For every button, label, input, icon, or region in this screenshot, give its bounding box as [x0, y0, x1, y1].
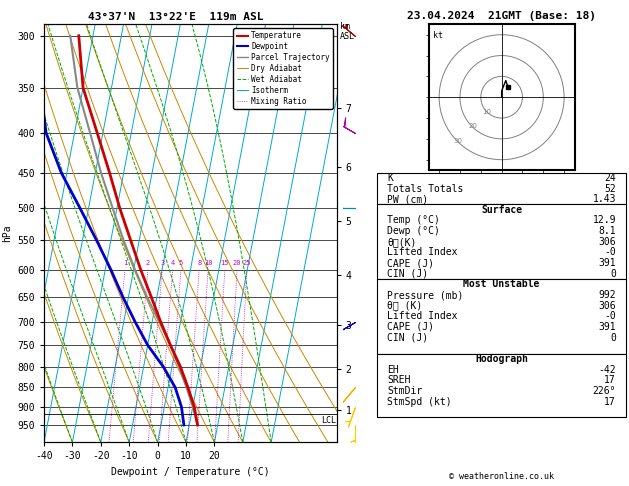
Y-axis label: hPa: hPa [2, 225, 12, 242]
Legend: Temperature, Dewpoint, Parcel Trajectory, Dry Adiabat, Wet Adiabat, Isotherm, Mi: Temperature, Dewpoint, Parcel Trajectory… [233, 28, 333, 109]
Text: 4: 4 [170, 260, 175, 266]
Text: 391: 391 [598, 258, 616, 268]
Text: 24: 24 [604, 173, 616, 183]
Text: 17: 17 [604, 375, 616, 385]
Text: 0: 0 [610, 332, 616, 343]
Text: StmSpd (kt): StmSpd (kt) [387, 397, 452, 406]
Text: © weatheronline.co.uk: © weatheronline.co.uk [449, 472, 554, 481]
Text: km
ASL: km ASL [340, 22, 355, 41]
Bar [377, 205, 626, 279]
Text: Pressure (mb): Pressure (mb) [387, 290, 464, 300]
Text: 12.9: 12.9 [593, 215, 616, 226]
Text: Lifted Index: Lifted Index [387, 312, 458, 321]
Bar [377, 173, 626, 205]
Text: 2: 2 [146, 260, 150, 266]
Text: 10: 10 [204, 260, 213, 266]
Text: StmDir: StmDir [387, 386, 423, 396]
Text: CAPE (J): CAPE (J) [387, 322, 435, 332]
Text: 226°: 226° [593, 386, 616, 396]
Text: 15: 15 [221, 260, 229, 266]
Text: 17: 17 [604, 397, 616, 406]
Text: 1.43: 1.43 [593, 194, 616, 204]
Text: 8: 8 [197, 260, 201, 266]
Text: 25: 25 [243, 260, 251, 266]
Text: 30: 30 [454, 138, 462, 144]
Text: CAPE (J): CAPE (J) [387, 258, 435, 268]
Text: K: K [387, 173, 393, 183]
Text: SREH: SREH [387, 375, 411, 385]
Text: 0: 0 [610, 269, 616, 278]
Text: 5: 5 [179, 260, 183, 266]
Text: Hodograph: Hodograph [475, 354, 528, 364]
Text: Surface: Surface [481, 205, 522, 215]
Text: CIN (J): CIN (J) [387, 269, 428, 278]
Text: CIN (J): CIN (J) [387, 332, 428, 343]
Bar [377, 279, 626, 354]
Text: 43°37'N  13°22'E  119m ASL: 43°37'N 13°22'E 119m ASL [88, 12, 264, 22]
Text: -0: -0 [604, 247, 616, 258]
Text: Lifted Index: Lifted Index [387, 247, 458, 258]
Text: θᴇ(K): θᴇ(K) [387, 237, 417, 247]
Text: -0: -0 [604, 312, 616, 321]
Text: θᴇ (K): θᴇ (K) [387, 301, 423, 311]
Text: kt: kt [433, 31, 443, 39]
Text: 3: 3 [160, 260, 164, 266]
Text: 391: 391 [598, 322, 616, 332]
Text: PW (cm): PW (cm) [387, 194, 428, 204]
Text: 20: 20 [468, 123, 477, 129]
Text: Dewp (°C): Dewp (°C) [387, 226, 440, 236]
Text: 20: 20 [233, 260, 242, 266]
Text: 23.04.2024  21GMT (Base: 18): 23.04.2024 21GMT (Base: 18) [407, 11, 596, 21]
Text: 306: 306 [598, 301, 616, 311]
Text: Totals Totals: Totals Totals [387, 184, 464, 193]
Text: 992: 992 [598, 290, 616, 300]
Text: Temp (°C): Temp (°C) [387, 215, 440, 226]
Text: 8.1: 8.1 [598, 226, 616, 236]
Text: LCL: LCL [321, 416, 336, 425]
Text: EH: EH [387, 364, 399, 375]
Text: 1: 1 [123, 260, 127, 266]
Text: 306: 306 [598, 237, 616, 247]
Text: 52: 52 [604, 184, 616, 193]
Text: Most Unstable: Most Unstable [464, 279, 540, 289]
Bar [377, 354, 626, 417]
Text: -42: -42 [598, 364, 616, 375]
X-axis label: Dewpoint / Temperature (°C): Dewpoint / Temperature (°C) [111, 467, 270, 477]
Text: 10: 10 [482, 109, 491, 115]
